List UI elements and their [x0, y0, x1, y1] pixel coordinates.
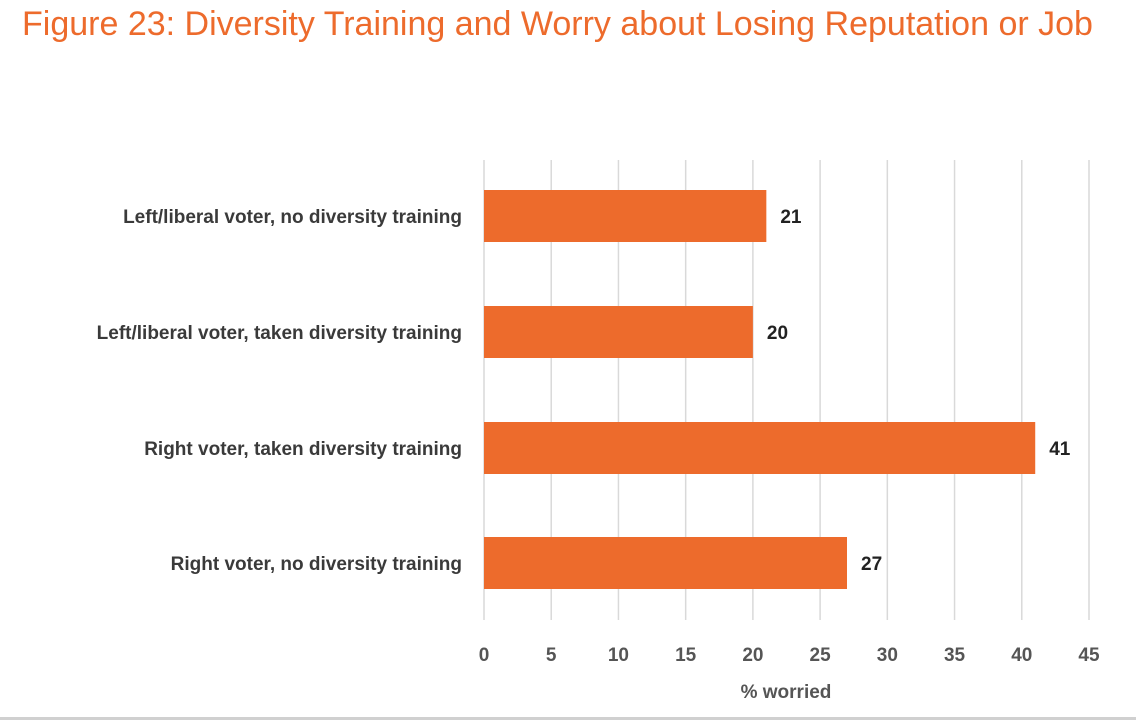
value-labels: 21 20 41 27: [767, 207, 1071, 575]
bottom-divider: [0, 717, 1136, 720]
x-tick-label: 35: [944, 645, 966, 666]
data-label: 27: [861, 554, 882, 575]
bar: [484, 190, 767, 242]
bar: [484, 422, 1036, 474]
x-tick-label: 25: [810, 645, 832, 666]
chart-title: Figure 23: Diversity Training and Worry …: [22, 5, 1093, 43]
data-label: 20: [767, 323, 788, 344]
x-tick-label: 40: [1011, 645, 1032, 666]
category-label: Right voter, no diversity training: [171, 554, 462, 575]
category-label: Right voter, taken diversity training: [144, 439, 462, 460]
category-labels: Left/liberal voter, no diversity trainin…: [97, 207, 462, 575]
x-tick-label: 5: [546, 645, 557, 666]
data-label: 41: [1049, 439, 1071, 460]
x-tick-label: 0: [479, 645, 490, 666]
x-axis-ticks: 0 5 10 15 20 25 30 35 40 45: [479, 645, 1100, 666]
bar: [484, 306, 753, 358]
category-label: Left/liberal voter, no diversity trainin…: [123, 207, 462, 228]
category-label: Left/liberal voter, taken diversity trai…: [97, 323, 462, 344]
x-tick-label: 15: [675, 645, 697, 666]
bars: [484, 190, 1036, 589]
x-tick-label: 45: [1078, 645, 1100, 666]
x-tick-label: 10: [608, 645, 629, 666]
x-axis-title: % worried: [741, 682, 832, 703]
data-label: 21: [780, 207, 802, 228]
x-tick-label: 30: [877, 645, 898, 666]
bar: [484, 537, 847, 589]
x-tick-label: 20: [742, 645, 763, 666]
